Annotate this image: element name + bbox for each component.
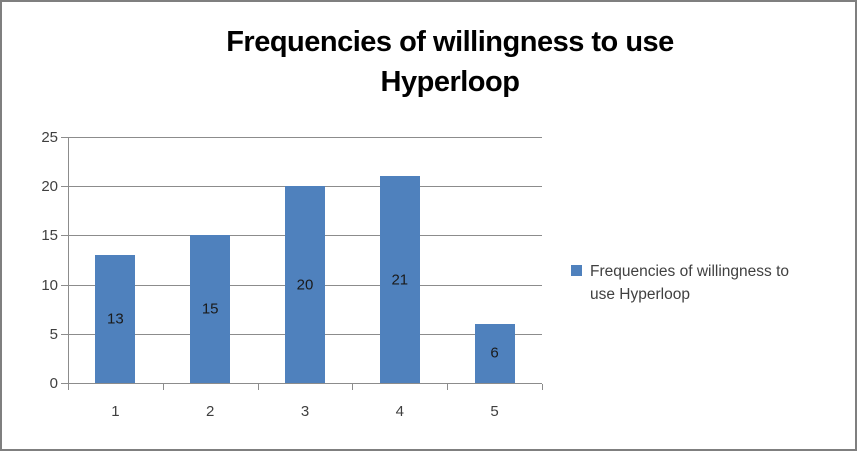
x-axis — [68, 383, 542, 384]
bar-data-label: 6 — [490, 344, 499, 362]
x-axis-tick — [162, 384, 164, 390]
y-tick-label: 10 — [41, 276, 58, 294]
y-axis-tick — [61, 284, 68, 286]
chart-title: Frequencies of willingness to use Hyperl… — [40, 22, 855, 102]
x-tick-label: 1 — [111, 403, 120, 420]
x-axis-tick — [542, 384, 543, 390]
y-tick-label: 25 — [41, 129, 58, 146]
gridline — [68, 137, 542, 138]
x-tick-label: 4 — [395, 403, 404, 420]
x-axis-tick — [352, 384, 354, 390]
bar-data-label: 15 — [201, 300, 219, 318]
x-tick-label: 3 — [300, 403, 310, 420]
bar: 21 — [379, 176, 420, 383]
y-axis-tick — [61, 137, 68, 138]
y-tick-label: 20 — [41, 178, 58, 196]
legend: Frequencies of willingness to use Hyperl… — [571, 260, 789, 306]
bar: 15 — [190, 235, 231, 383]
bar-data-label: 20 — [296, 276, 314, 294]
y-tick-label: 15 — [41, 227, 58, 245]
legend-label: Frequencies of willingness to use Hyperl… — [590, 260, 789, 306]
y-axis-tick — [61, 235, 68, 237]
chart-title-line-2: Hyperloop — [380, 66, 520, 98]
x-axis-tick — [447, 384, 449, 390]
bar: 13 — [95, 255, 136, 383]
y-axis-tick — [61, 383, 68, 384]
bar-data-label: 21 — [391, 271, 409, 289]
y-tick-label: 5 — [49, 325, 58, 343]
bar-data-label: 13 — [107, 310, 124, 328]
y-axis-tick — [61, 333, 68, 335]
chart-title-line-1: Frequencies of willingness to use — [226, 26, 674, 58]
legend-label-line-1: Frequencies of willingness to — [590, 263, 790, 280]
x-axis-tick — [257, 384, 259, 390]
x-axis-tick — [68, 384, 69, 390]
bar: 20 — [285, 186, 325, 383]
x-tick-label: 5 — [490, 403, 499, 420]
y-axis-tick — [61, 186, 68, 188]
x-tick-label: 2 — [206, 403, 215, 420]
legend-marker-icon — [571, 265, 582, 276]
y-axis — [68, 137, 69, 384]
legend-label-line-2: use Hyperloop — [590, 286, 690, 303]
bar: 6 — [474, 323, 515, 383]
y-tick-label: 0 — [49, 375, 58, 392]
